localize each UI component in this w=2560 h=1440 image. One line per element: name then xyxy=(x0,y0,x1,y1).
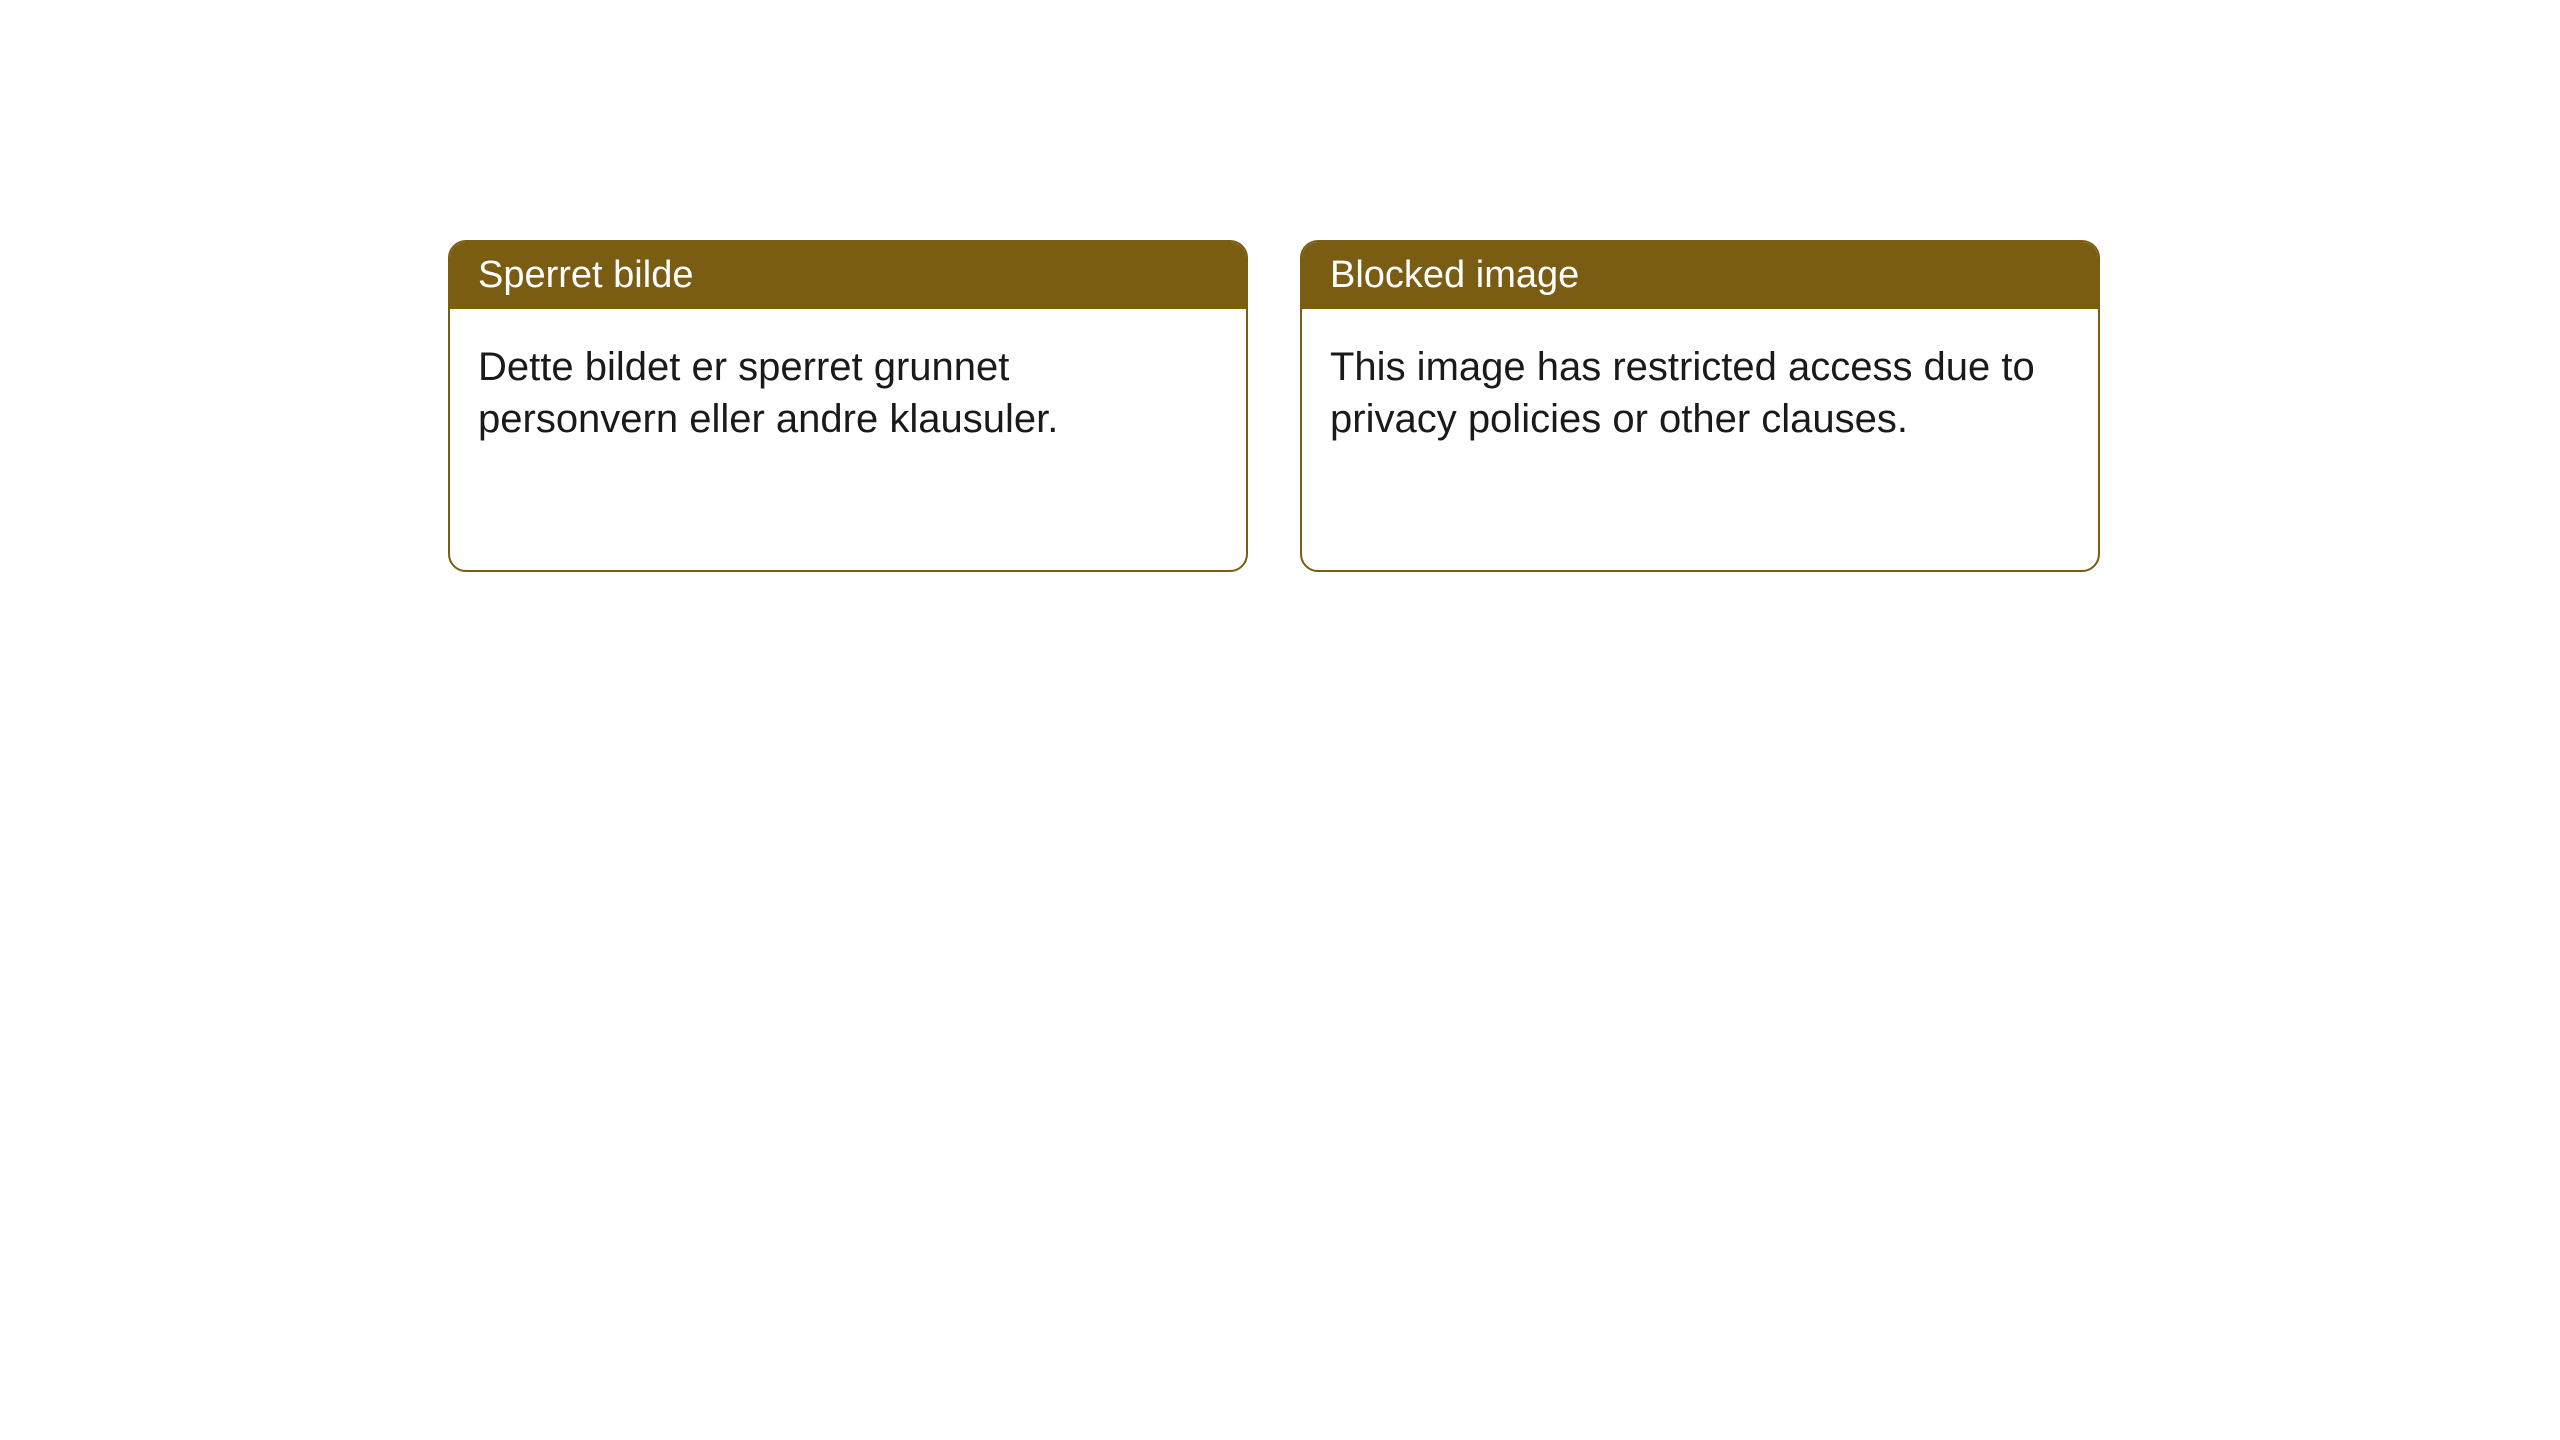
blocked-image-card-no: Sperret bilde Dette bildet er sperret gr… xyxy=(448,240,1248,572)
card-body-no: Dette bildet er sperret grunnet personve… xyxy=(450,309,1246,477)
card-body-en: This image has restricted access due to … xyxy=(1302,309,2098,477)
card-header-en: Blocked image xyxy=(1302,242,2098,309)
card-header-no: Sperret bilde xyxy=(450,242,1246,309)
blocked-image-card-en: Blocked image This image has restricted … xyxy=(1300,240,2100,572)
cards-container: Sperret bilde Dette bildet er sperret gr… xyxy=(0,0,2560,572)
